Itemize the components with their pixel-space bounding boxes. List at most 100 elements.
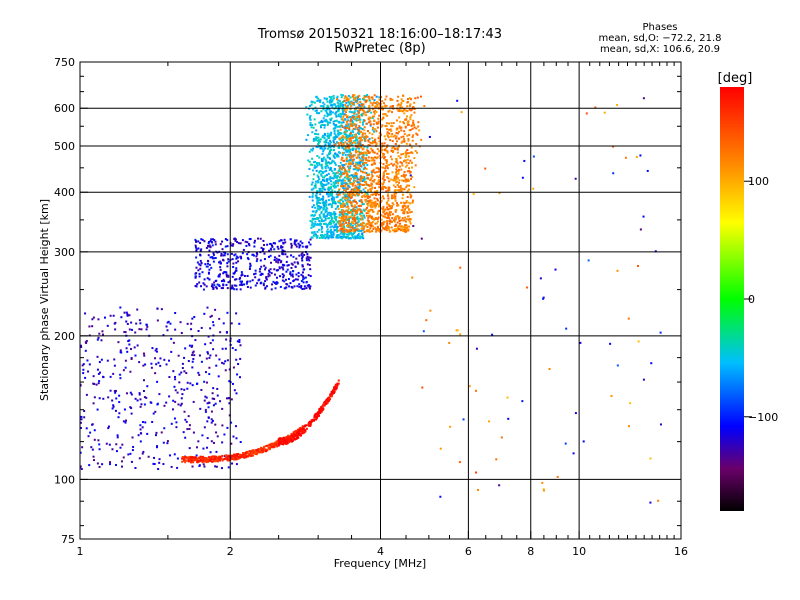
data-point: [298, 285, 301, 288]
data-point: [612, 145, 615, 148]
data-point: [174, 328, 177, 331]
data-point: [160, 308, 163, 311]
data-point: [373, 141, 376, 144]
data-point: [337, 134, 340, 137]
data-point: [336, 179, 339, 182]
data-point: [334, 212, 337, 215]
data-point: [315, 137, 318, 140]
data-point: [282, 268, 285, 271]
data-point: [344, 176, 347, 179]
data-point: [223, 251, 226, 254]
data-point: [248, 244, 251, 247]
data-point: [372, 202, 375, 205]
data-point: [191, 456, 194, 459]
data-point: [190, 345, 193, 348]
data-point: [120, 465, 123, 468]
data-point: [408, 209, 411, 212]
data-point: [308, 116, 311, 119]
data-point: [329, 149, 332, 152]
data-point: [403, 202, 406, 205]
data-point: [335, 105, 338, 108]
data-point: [91, 423, 94, 426]
data-point: [417, 125, 420, 128]
data-point: [263, 264, 266, 267]
data-point: [636, 264, 639, 267]
data-point: [336, 129, 339, 132]
data-point: [387, 186, 390, 189]
data-point: [221, 424, 224, 427]
data-point: [353, 117, 356, 120]
data-point: [523, 159, 526, 162]
data-point: [142, 390, 145, 393]
data-point: [343, 219, 346, 222]
data-point: [209, 315, 212, 318]
data-point: [233, 284, 236, 287]
data-point: [415, 127, 418, 130]
data-point: [365, 223, 368, 226]
data-point: [219, 331, 222, 334]
data-point: [320, 236, 323, 239]
data-point: [325, 178, 328, 181]
data-point: [413, 107, 416, 110]
data-point: [280, 245, 283, 248]
data-point: [521, 400, 524, 403]
data-point: [125, 392, 128, 395]
data-point: [210, 458, 213, 461]
data-point: [333, 103, 336, 106]
data-point: [376, 225, 379, 228]
data-point: [115, 450, 118, 453]
data-point: [391, 140, 394, 143]
data-point: [342, 104, 345, 107]
data-point: [308, 287, 311, 290]
data-point: [353, 112, 356, 115]
data-point: [350, 202, 353, 205]
data-point: [373, 162, 376, 165]
data-point: [226, 262, 229, 265]
data-point: [355, 200, 358, 203]
data-point: [271, 245, 274, 248]
data-point: [191, 344, 194, 347]
data-point: [316, 207, 319, 210]
data-point: [311, 214, 314, 217]
data-point: [221, 240, 224, 243]
data-point: [362, 113, 365, 116]
data-point: [129, 370, 132, 373]
data-point: [373, 178, 376, 181]
data-point: [280, 239, 283, 242]
data-point: [320, 212, 323, 215]
data-point: [321, 198, 324, 201]
data-point: [138, 392, 141, 395]
data-point: [318, 162, 321, 165]
data-point: [353, 141, 356, 144]
data-point: [112, 405, 115, 408]
data-point: [381, 177, 384, 180]
data-point: [214, 455, 217, 458]
data-point: [186, 322, 189, 325]
data-point: [376, 218, 379, 221]
data-point: [368, 132, 371, 135]
data-point: [199, 249, 202, 252]
data-point: [393, 194, 396, 197]
data-point: [315, 109, 318, 112]
data-point: [389, 128, 392, 131]
data-point: [324, 233, 327, 236]
data-point: [114, 321, 117, 324]
data-point: [154, 357, 157, 360]
data-point: [255, 251, 258, 254]
data-point: [385, 158, 388, 161]
data-point: [360, 175, 363, 178]
data-point: [220, 287, 223, 290]
data-point: [332, 97, 335, 100]
data-point: [400, 109, 403, 112]
data-point: [326, 113, 329, 116]
data-point: [142, 364, 145, 367]
data-point: [417, 121, 420, 124]
data-point: [248, 450, 251, 453]
data-point: [323, 124, 326, 127]
data-point: [156, 403, 159, 406]
data-point: [321, 176, 324, 179]
data-point: [85, 393, 88, 396]
data-point: [262, 239, 265, 242]
data-point: [195, 248, 198, 251]
data-point: [382, 171, 385, 174]
